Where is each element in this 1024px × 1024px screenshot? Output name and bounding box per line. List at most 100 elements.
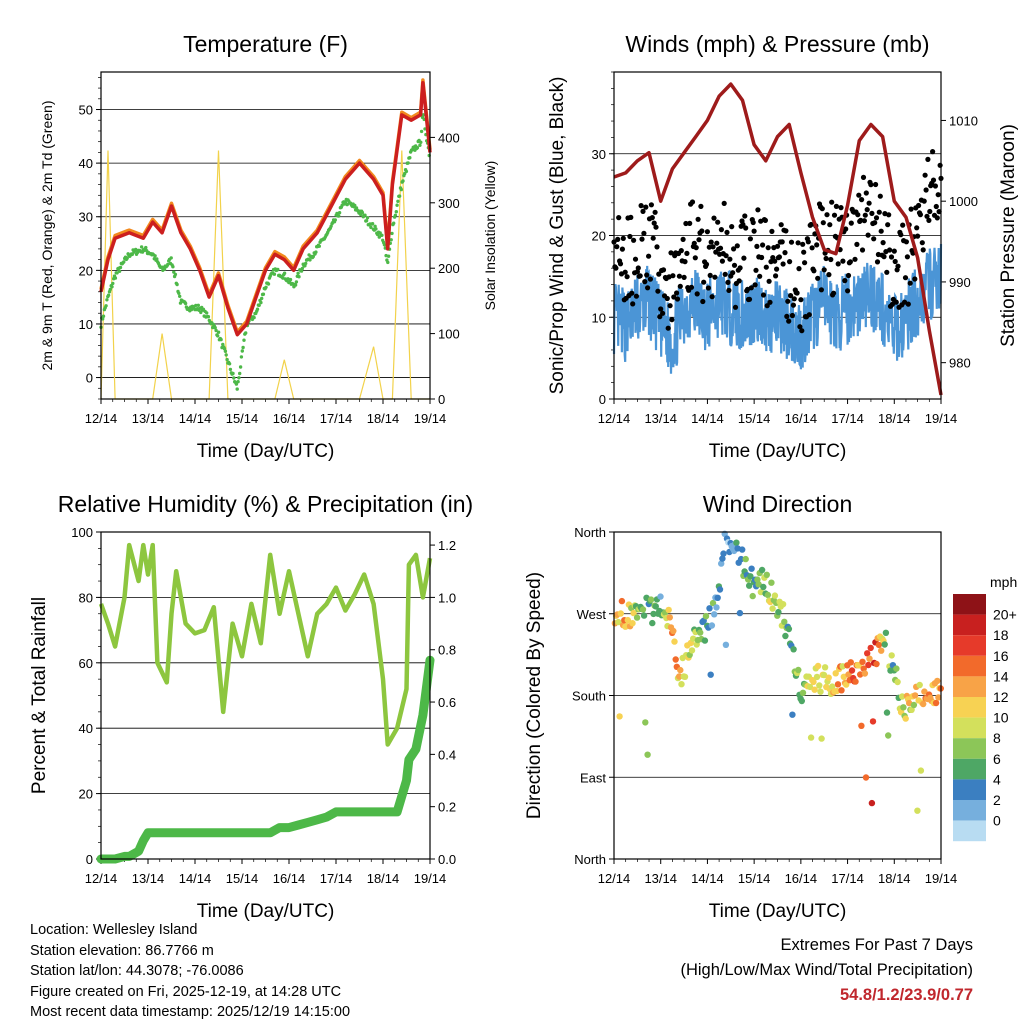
temperature-ytick-label: 50 [79, 103, 93, 118]
direction-point [781, 618, 788, 625]
direction-point [706, 605, 713, 612]
gust-point [923, 187, 929, 193]
gust-point [881, 254, 887, 260]
gust-point [891, 248, 897, 254]
gust-point [676, 273, 683, 279]
gust-point [670, 273, 676, 279]
dewpoint-point [386, 254, 391, 258]
direction-point [883, 709, 891, 716]
gust-point [767, 299, 773, 305]
humidity-ytick-label: 0 [86, 852, 93, 867]
gust-point [871, 236, 877, 242]
dewpoint-point [232, 376, 236, 380]
gust-point [937, 162, 943, 168]
direction-point [858, 722, 865, 729]
gust-point [698, 203, 704, 209]
dewpoint-point [300, 266, 304, 271]
dewpoint-point [396, 199, 400, 203]
wind_direction-plot-frame [613, 531, 942, 860]
legend-label: 12 [993, 689, 1009, 705]
gust-point [710, 244, 716, 250]
winds-ytick-label: 20 [592, 229, 606, 244]
winds-y2tick-label: 990 [949, 275, 971, 290]
dewpoint-point [297, 275, 301, 279]
gust-point [703, 261, 710, 267]
direction-point [633, 614, 641, 621]
direction-point [866, 655, 873, 662]
temperature-ylabel: 2m & 9m T (Red, Orange) & 2m Td (Green) [39, 101, 55, 371]
dewpoint-point [125, 256, 129, 260]
humidity-xtick-label: 16/14 [273, 871, 306, 886]
gust-point [878, 228, 884, 234]
winds-xtick-label: 17/14 [831, 411, 864, 426]
gust-point [700, 298, 706, 305]
gust-point [677, 283, 683, 289]
dewpoint-point [380, 233, 384, 237]
gust-point [688, 284, 695, 290]
gust-point [884, 269, 890, 275]
dewpoint-point [394, 210, 398, 214]
humidity-ytick-label: 20 [79, 787, 93, 802]
precipitation-line [96, 655, 435, 864]
legend-swatch [953, 594, 986, 615]
gust-point [614, 244, 620, 250]
direction-point [782, 632, 789, 640]
dewpoint-point [221, 342, 225, 347]
direction-point [821, 664, 829, 671]
gust-point [800, 241, 806, 247]
dewpoint-point [224, 353, 228, 357]
dewpoint-point [353, 203, 357, 208]
dewpoint-point [260, 296, 264, 301]
gust-point [658, 306, 664, 312]
direction-point [893, 665, 900, 672]
gust-point [848, 220, 854, 226]
direction-point [719, 555, 726, 562]
gust-point [784, 313, 790, 319]
wind_direction-ytick-label: West [577, 607, 607, 622]
gust-point [723, 253, 729, 259]
direction-point [709, 599, 717, 607]
gust-point [748, 285, 754, 291]
gust-point [808, 221, 814, 228]
temperature-y2tick-label: 200 [438, 261, 460, 276]
gust-point [715, 219, 721, 225]
winds-xtick-label: 18/14 [878, 411, 911, 426]
gust-point [795, 240, 801, 246]
gust-point [725, 279, 731, 285]
direction-point [775, 608, 782, 616]
dewpoint-point [288, 277, 293, 282]
dewpoint-point [382, 243, 387, 247]
direction-point [697, 629, 704, 636]
direction-point [817, 688, 824, 695]
gust-point [660, 267, 667, 273]
direction-point [790, 646, 797, 653]
wind_direction-xtick-label: 12/14 [598, 871, 631, 886]
dewpoint-point [360, 210, 365, 215]
legend-swatch [953, 676, 986, 697]
gust-point [684, 250, 690, 256]
direction-point [670, 627, 677, 635]
direction-point [806, 683, 814, 691]
gust-point [831, 290, 837, 296]
station-pressure-line [613, 82, 943, 396]
wind_direction-xtick-label: 16/14 [785, 871, 818, 886]
dewpoint-point [242, 338, 246, 342]
dewpoint-point [237, 376, 241, 380]
gust-point [704, 229, 711, 235]
gust-point [615, 236, 621, 242]
gust-point [922, 172, 928, 178]
dewpoint-point [308, 258, 312, 262]
gust-point [687, 220, 693, 226]
direction-point [718, 560, 725, 567]
winds-y2tick-label: 1010 [949, 113, 978, 128]
direction-point [932, 699, 940, 707]
gust-point [877, 193, 883, 199]
gust-point [907, 280, 913, 286]
direction-point [869, 718, 877, 725]
dewpoint-point [419, 129, 424, 134]
direction-point [852, 678, 859, 685]
dewpoint-point [386, 260, 390, 265]
winds-xtick-label: 13/14 [644, 411, 677, 426]
dewpoint-point [236, 380, 240, 384]
gust-point [628, 214, 634, 220]
